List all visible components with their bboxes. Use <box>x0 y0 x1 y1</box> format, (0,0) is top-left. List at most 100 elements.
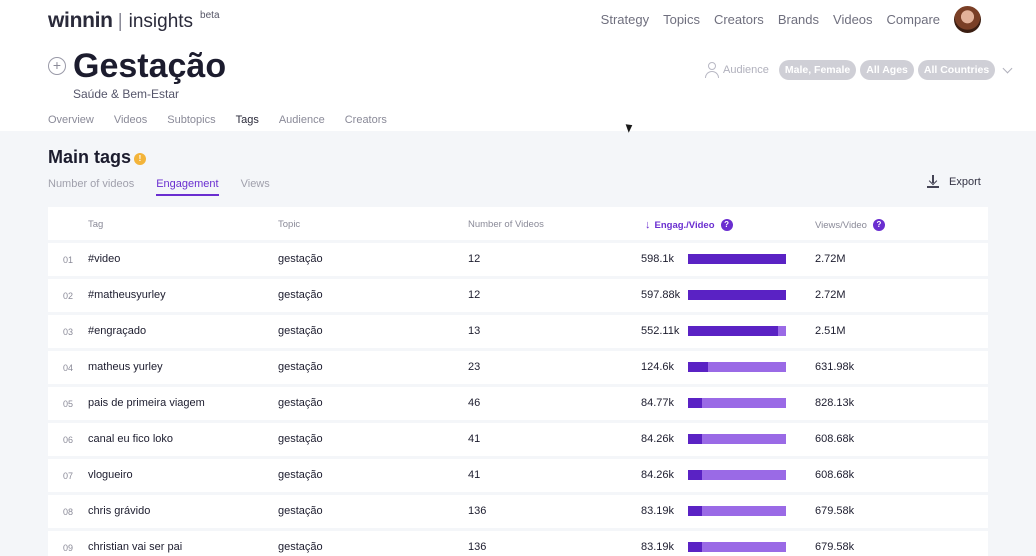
rank-cell: 09 <box>63 543 74 553</box>
engagement-help-icon[interactable]: ? <box>720 219 733 231</box>
table-row[interactable]: 06 canal eu fico loko gestação 41 84.26k 608.… <box>48 423 988 456</box>
nav-videos[interactable]: Videos <box>833 12 873 27</box>
topic-cell: gestação <box>278 325 323 337</box>
table-row[interactable]: 03 #engraçado gestação 13 552.11k 2.51M <box>48 315 988 348</box>
export-button[interactable]: Export <box>927 175 981 188</box>
nav-brands[interactable]: Brands <box>777 12 820 27</box>
tag-cell[interactable]: pais de primeira viagem <box>88 397 205 409</box>
table-row[interactable]: 01 #video gestação 12 598.1k 2.72M <box>48 243 988 276</box>
engagement-bar-fill <box>688 254 786 264</box>
views-cell: 608.68k <box>815 469 855 481</box>
engagement-cell: 84.26k <box>641 433 675 445</box>
tag-cell[interactable]: #video <box>88 253 121 265</box>
views-cell: 679.58k <box>815 541 855 553</box>
table-row[interactable]: 02 #matheusyurley gestação 12 597.88k 2.72M <box>48 279 988 312</box>
views-cell: 2.51M <box>815 325 846 337</box>
section-title: Main tags <box>48 147 132 167</box>
engagement-bar-fill <box>688 398 702 408</box>
videos-cell: 41 <box>468 433 481 445</box>
col-topic[interactable]: Topic <box>278 219 301 230</box>
engagement-bar-fill <box>688 506 702 516</box>
videos-cell: 136 <box>468 505 487 517</box>
engagement-cell: 597.88k <box>641 289 681 301</box>
views-cell: 608.68k <box>815 433 855 445</box>
col-engagement-label: Engag./Video <box>654 219 715 231</box>
tag-cell[interactable]: #engraçado <box>88 325 147 337</box>
nav-creators[interactable]: Creators <box>713 12 764 27</box>
engagement-bar <box>688 254 786 264</box>
subtab-number-of-videos[interactable]: Number of videos <box>48 178 135 190</box>
top-bar: winnin | insights beta Strategy Topics C… <box>0 0 1036 42</box>
metric-subtabs: Number of videos Engagement Views <box>48 178 292 196</box>
age-filter-pill[interactable]: All Ages <box>860 60 914 80</box>
tag-cell[interactable]: vlogueiro <box>88 469 133 481</box>
chevron-down-icon[interactable] <box>1002 63 1013 73</box>
nav-topics[interactable]: Topics <box>663 12 700 27</box>
download-icon <box>927 175 939 188</box>
table-row[interactable]: 07 vlogueiro gestação 41 84.26k 608.68k <box>48 459 988 492</box>
audience-label: Audience <box>723 64 769 76</box>
col-number-of-videos[interactable]: Number of Videos <box>468 219 544 230</box>
tab-overview[interactable]: Overview <box>48 114 94 126</box>
rank-cell: 02 <box>63 291 74 301</box>
table-row[interactable]: 08 chris grávido gestação 136 83.19k 679.58k <box>48 495 988 528</box>
tab-videos[interactable]: Videos <box>113 114 148 126</box>
subtab-views[interactable]: Views <box>240 178 270 190</box>
views-cell: 631.98k <box>815 361 855 373</box>
tab-audience[interactable]: Audience <box>278 114 325 126</box>
engagement-cell: 83.19k <box>641 505 675 517</box>
engagement-bar-fill <box>688 290 786 300</box>
engagement-bar-fill <box>688 434 702 444</box>
tab-subtopics[interactable]: Subtopics <box>167 114 216 126</box>
subtab-engagement[interactable]: Engagement <box>156 178 219 196</box>
country-filter-pill[interactable]: All Countries <box>917 60 996 80</box>
views-cell: 828.13k <box>815 397 855 409</box>
engagement-bar-fill <box>688 362 709 372</box>
topic-cell: gestação <box>278 361 323 373</box>
videos-cell: 23 <box>468 361 481 373</box>
logo-word: winnin <box>48 9 113 32</box>
rank-cell: 04 <box>63 363 74 373</box>
engagement-bar <box>688 434 786 444</box>
topic-cell: gestação <box>278 397 323 409</box>
rank-cell: 05 <box>63 399 74 409</box>
table-header: Tag Topic Number of Videos ↓ Engag./Vide… <box>48 207 988 240</box>
tab-creators[interactable]: Creators <box>344 114 387 126</box>
engagement-bar-fill <box>688 542 702 552</box>
topic-cell: gestação <box>278 253 323 265</box>
videos-cell: 136 <box>468 541 487 553</box>
col-views[interactable]: Views/Video ? <box>815 219 885 231</box>
tag-cell[interactable]: #matheusyurley <box>88 289 166 301</box>
page-title: Gestação <box>73 47 227 85</box>
engagement-bar <box>688 470 786 480</box>
table-row[interactable]: 09 christian vai ser pai gestação 136 83.19k… <box>48 531 988 556</box>
follow-topic-button[interactable]: + <box>48 57 66 75</box>
tag-cell[interactable]: christian vai ser pai <box>88 541 183 553</box>
videos-cell: 12 <box>468 289 481 301</box>
rank-cell: 01 <box>63 255 74 265</box>
main-content: Main tags ! Number of videos Engagement … <box>0 131 1036 556</box>
tag-cell[interactable]: matheus yurley <box>88 361 163 373</box>
gender-filter-pill[interactable]: Male, Female <box>778 60 857 80</box>
user-avatar[interactable] <box>954 6 981 33</box>
info-icon[interactable]: ! <box>134 153 146 165</box>
topic-cell: gestação <box>278 541 323 553</box>
tag-cell[interactable]: canal eu fico loko <box>88 433 173 445</box>
col-tag[interactable]: Tag <box>88 219 104 230</box>
table-row[interactable]: 04 matheus yurley gestação 23 124.6k 631.98k <box>48 351 988 384</box>
videos-cell: 46 <box>468 397 481 409</box>
nav-strategy[interactable]: Strategy <box>600 12 650 27</box>
col-engagement[interactable]: ↓ Engag./Video ? <box>645 219 733 231</box>
rank-cell: 06 <box>63 435 74 445</box>
tags-table: Tag Topic Number of Videos ↓ Engag./Vide… <box>48 207 988 556</box>
topic-category: Saúde & Bem-Estar <box>73 87 180 101</box>
tag-cell[interactable]: chris grávido <box>88 505 151 517</box>
export-label: Export <box>949 175 981 188</box>
logo-subtitle: insights <box>128 11 194 32</box>
views-help-icon[interactable]: ? <box>872 219 885 231</box>
rank-cell: 07 <box>63 471 74 481</box>
nav-compare[interactable]: Compare <box>886 12 940 27</box>
table-row[interactable]: 05 pais de primeira viagem gestação 46 84.77… <box>48 387 988 420</box>
beta-badge: beta <box>200 10 220 21</box>
winnin-logo[interactable]: winnin | insights beta <box>48 9 220 33</box>
